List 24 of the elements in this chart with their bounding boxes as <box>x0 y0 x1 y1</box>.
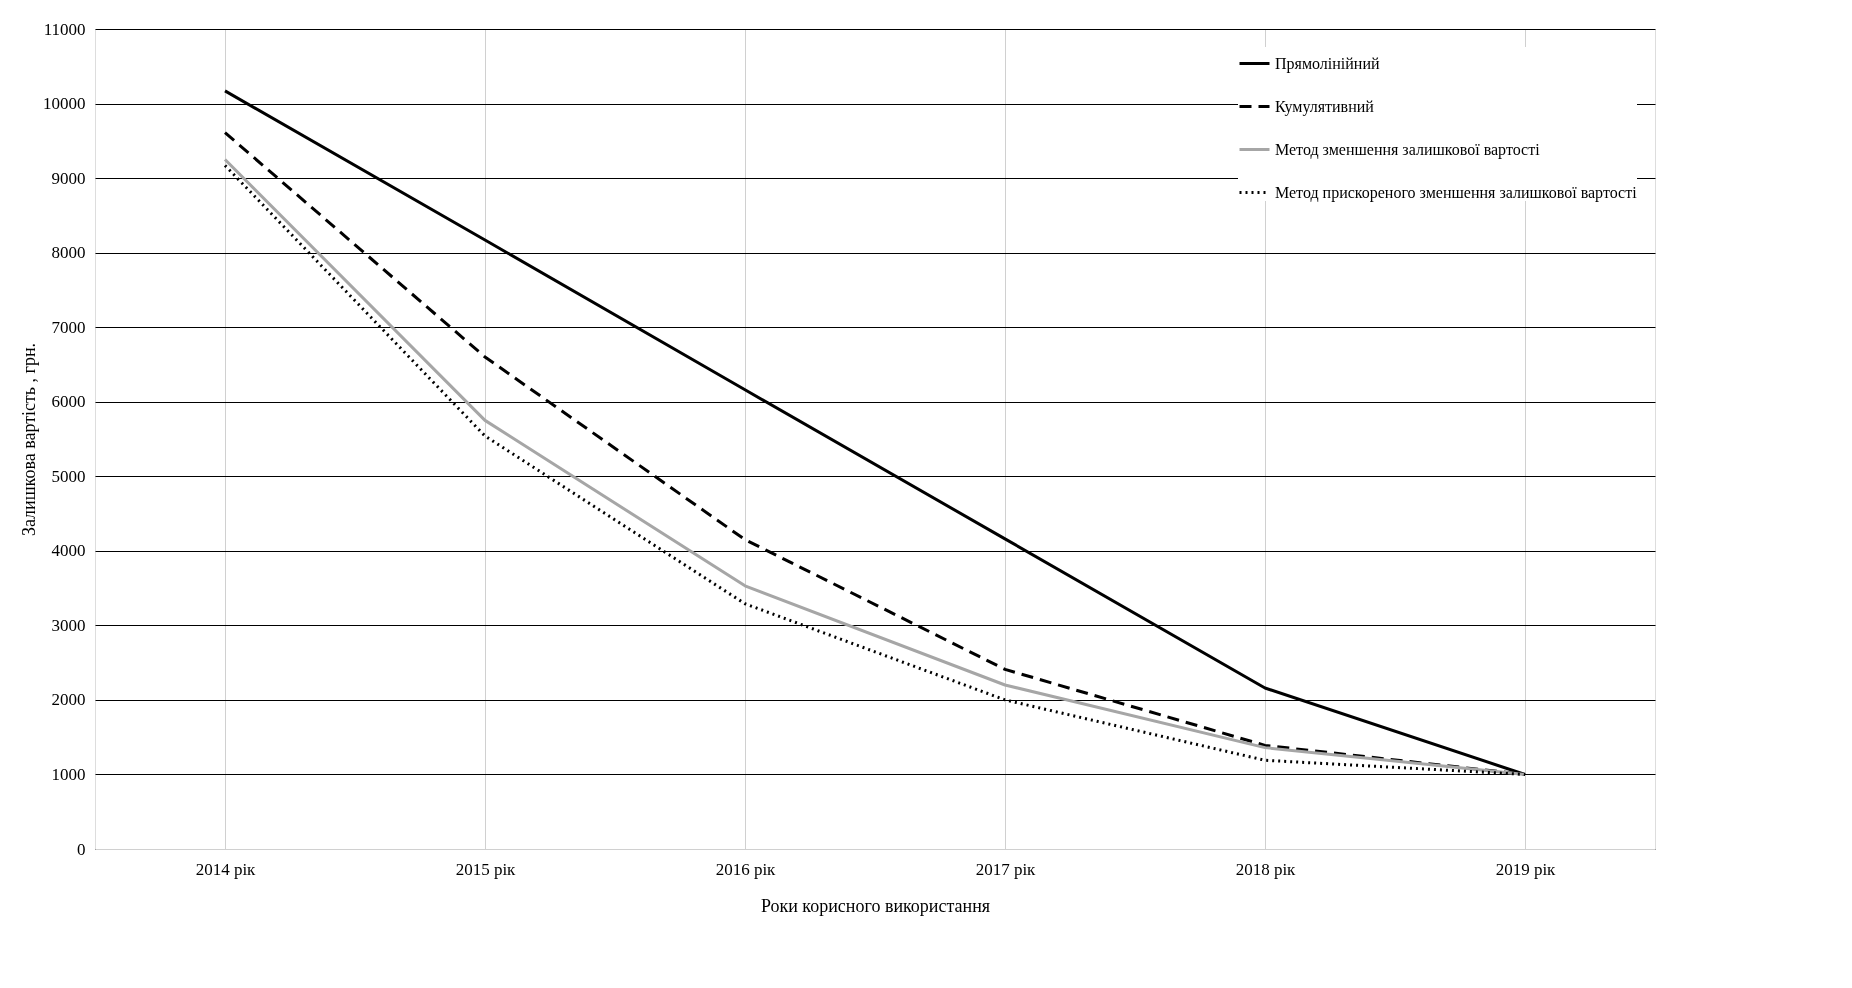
y-tick-label: 9000 <box>51 168 86 188</box>
x-tick-label: 2015 рік <box>455 859 517 879</box>
x-tick-label: 2019 рік <box>1495 859 1557 879</box>
x-tick-label: 2014 рік <box>195 859 257 879</box>
y-tick-label: 2000 <box>51 690 86 710</box>
y-tick-label: 8000 <box>51 243 86 263</box>
y-tick-label: 10000 <box>43 94 86 114</box>
x-tick-label: 2018 рік <box>1235 859 1297 879</box>
x-tick-label: 2016 рік <box>715 859 777 879</box>
y-tick-label: 6000 <box>51 392 86 412</box>
legend-label: Прямолінійний <box>1275 54 1380 73</box>
y-tick-label: 11000 <box>43 19 86 39</box>
x-tick-label: 2017 рік <box>975 859 1037 879</box>
y-tick-label: 0 <box>77 839 86 859</box>
y-tick-label: 1000 <box>51 764 86 784</box>
legend-label: Кумулятивний <box>1275 97 1375 116</box>
y-tick-label: 4000 <box>51 541 86 561</box>
y-tick-label: 7000 <box>51 317 86 337</box>
legend-label: Метод прискореного зменшення залишкової вартості <box>1275 183 1638 202</box>
legend-label: Метод зменшення залишкової вартості <box>1275 140 1541 159</box>
y-axis-title: Залишкова вартість , грн. <box>19 342 39 537</box>
y-tick-label: 5000 <box>51 466 86 486</box>
y-tick-label: 3000 <box>51 615 86 635</box>
x-axis-title: Роки корисного використання <box>760 895 991 916</box>
